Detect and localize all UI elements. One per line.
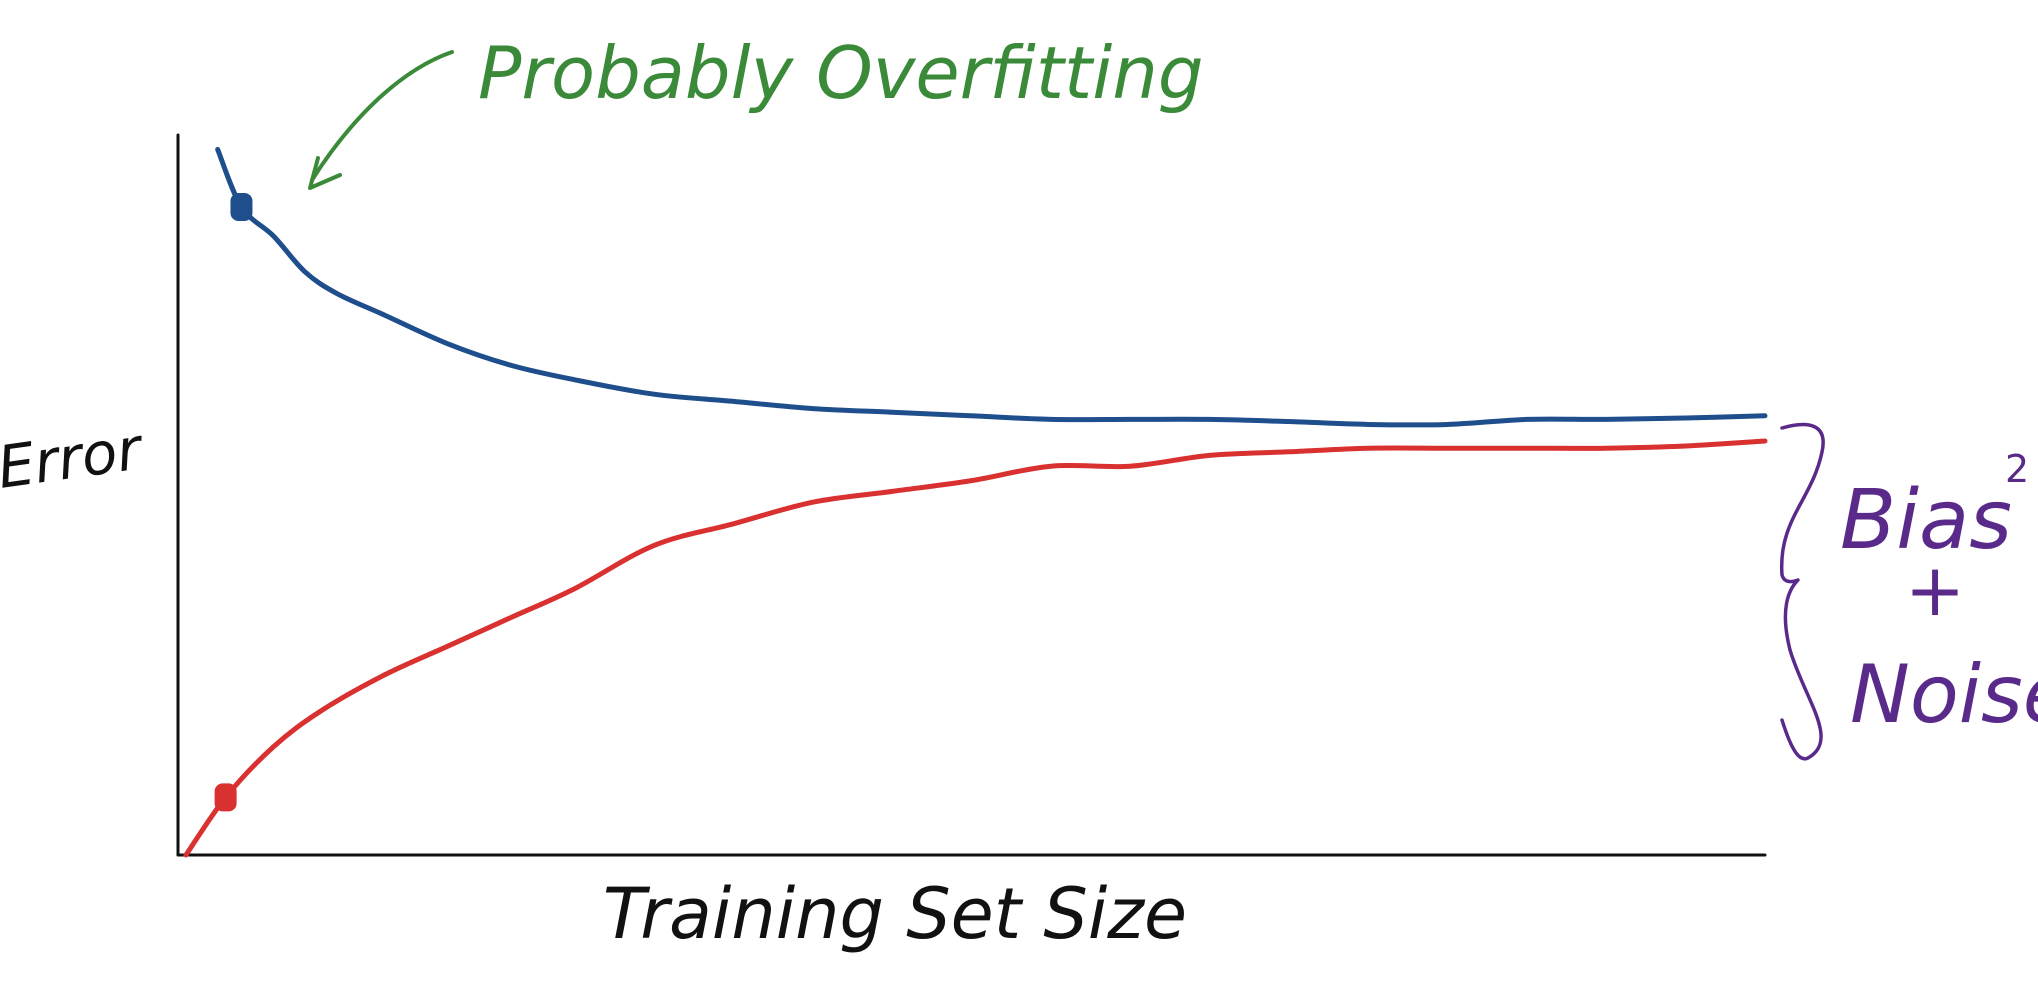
bias-superscript: 2 bbox=[2005, 447, 2029, 491]
y-axis-label: Error bbox=[0, 414, 148, 502]
marker-layer bbox=[214, 193, 253, 812]
overfitting-arrow bbox=[310, 50, 454, 182]
x-axis-label: Training Set Size bbox=[603, 873, 1187, 955]
series-line-1 bbox=[215, 146, 1768, 428]
bias-noise-brace bbox=[1780, 422, 1825, 761]
series-marker-1 bbox=[230, 193, 253, 221]
overfitting-annotation: Probably Overfitting bbox=[478, 31, 1204, 115]
series-layer bbox=[183, 146, 1768, 858]
noise-label: Noise bbox=[1850, 648, 2038, 741]
overfitting-arrowhead bbox=[308, 156, 342, 190]
plus-label: + bbox=[1905, 548, 1965, 632]
bias-label: Bias bbox=[1840, 473, 2012, 568]
series-line-2 bbox=[183, 438, 1768, 858]
series-marker-2 bbox=[214, 783, 237, 812]
